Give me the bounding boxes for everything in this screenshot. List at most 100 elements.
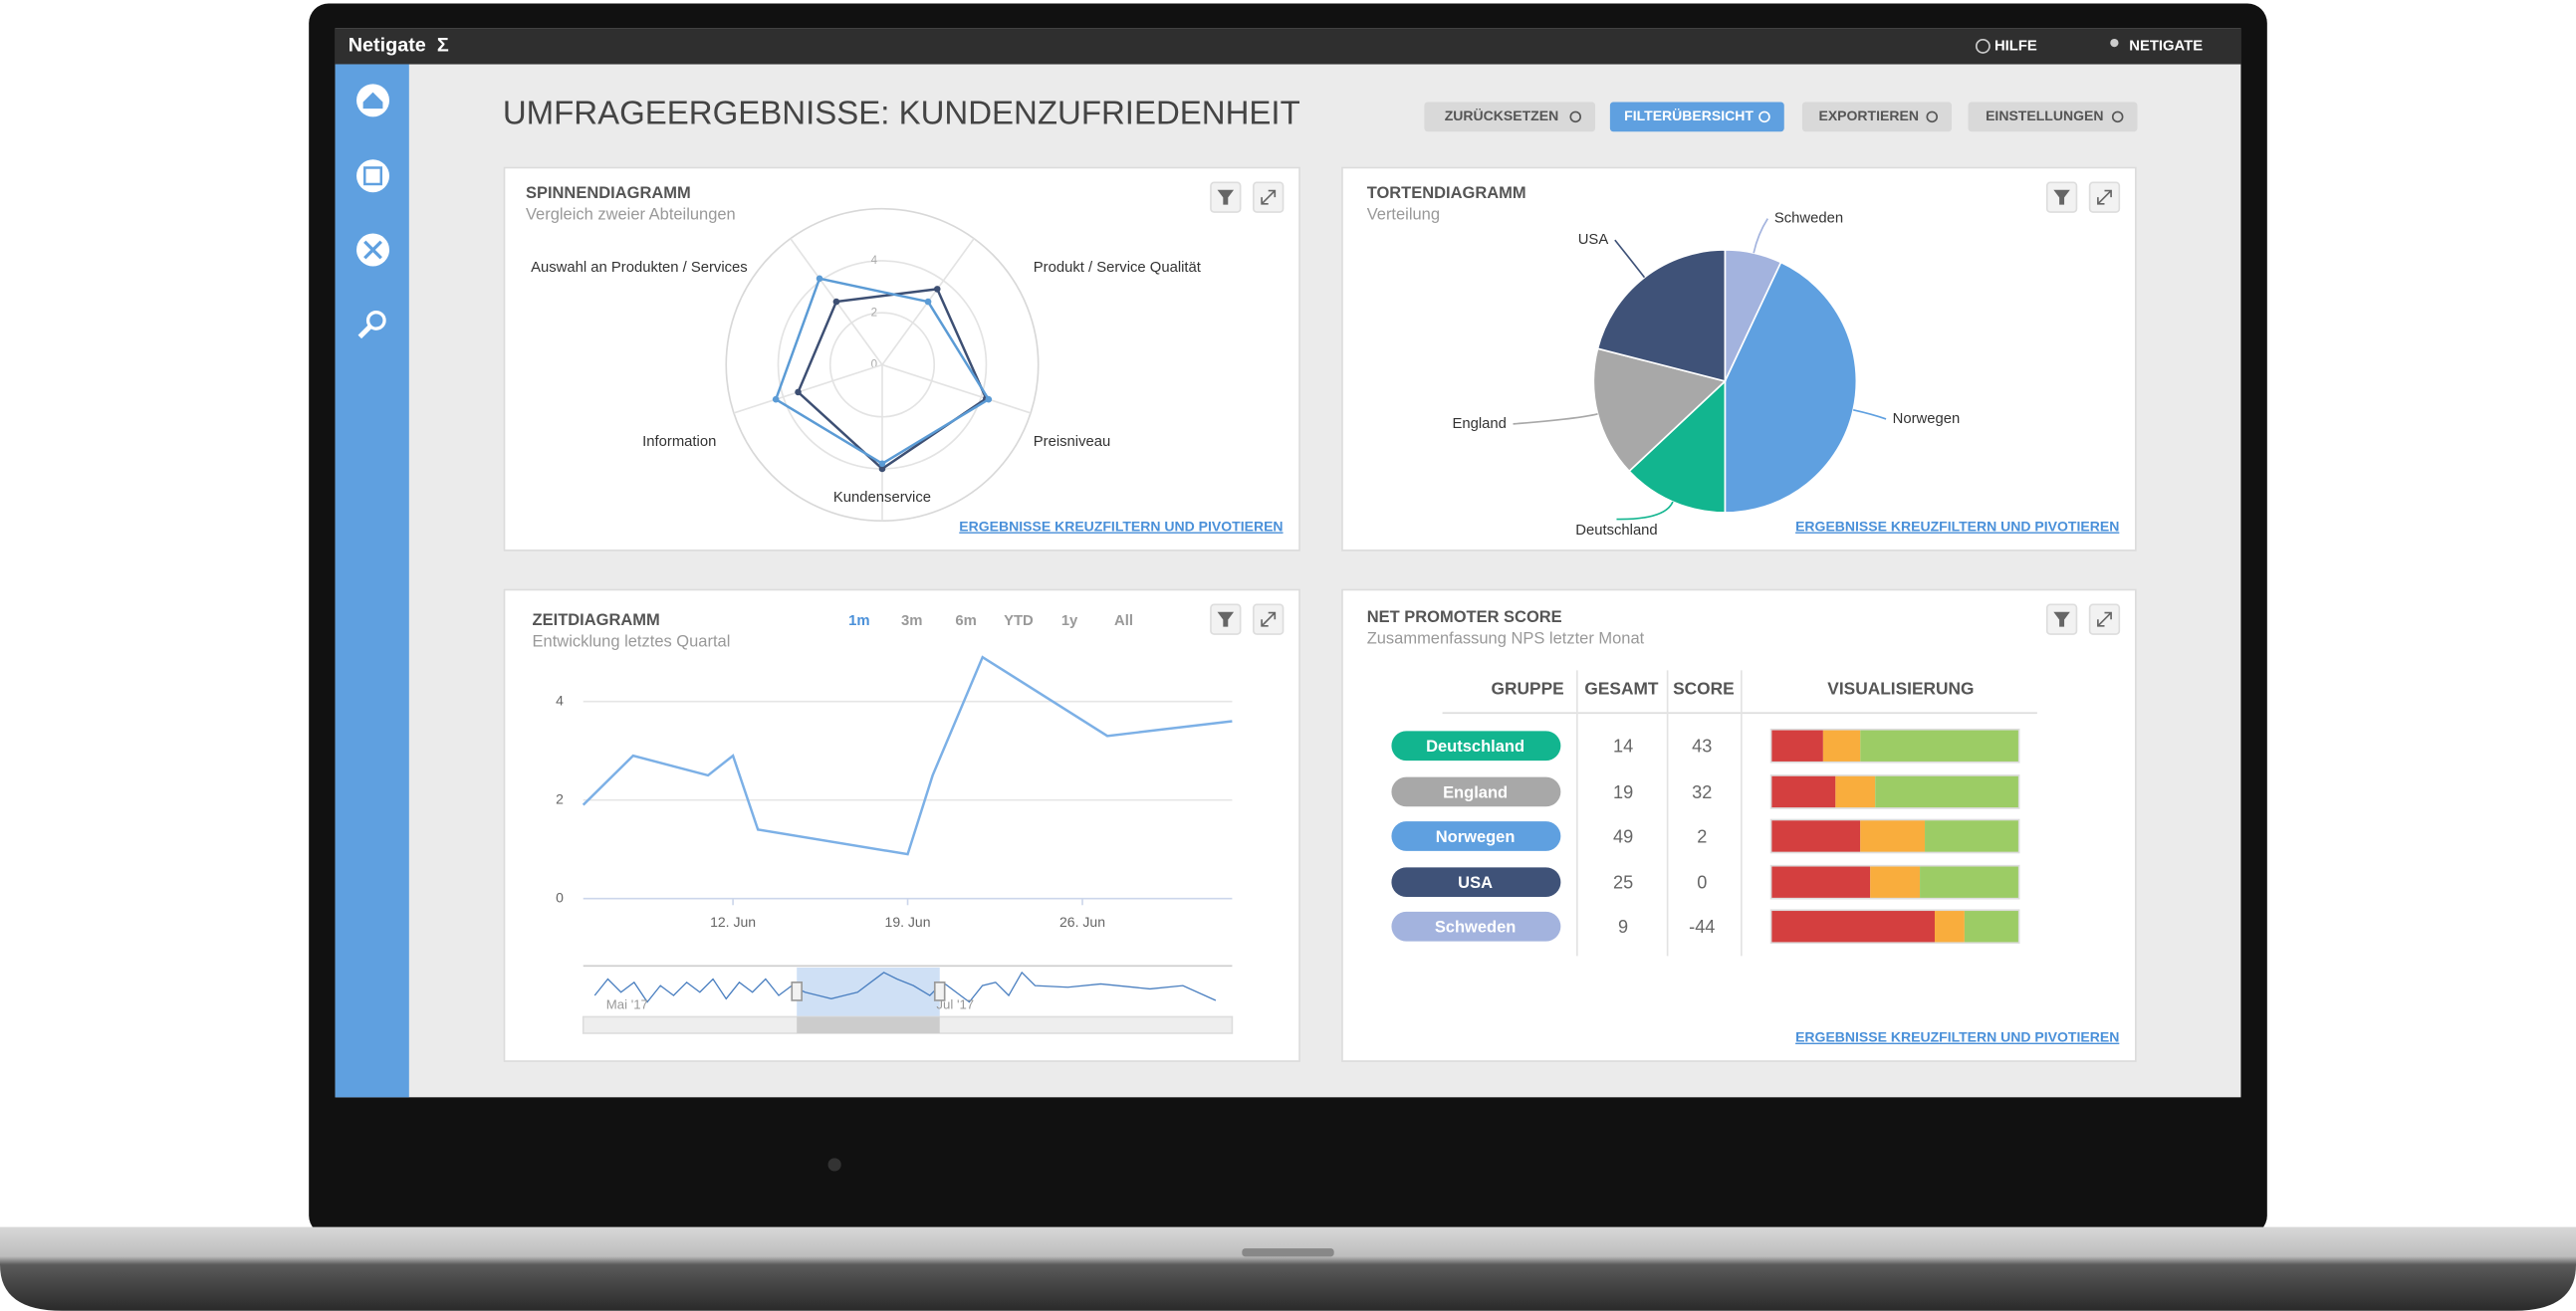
- button-icon: [1926, 110, 1939, 123]
- navigator-label: Jul '17: [936, 996, 974, 1011]
- pie-connector: [1753, 218, 1768, 254]
- radar-point: [924, 298, 932, 306]
- radar-point: [878, 460, 886, 468]
- range-button[interactable]: 6m: [955, 613, 976, 629]
- pie-label: USA: [1578, 232, 1609, 248]
- group-name: Deutschland: [1426, 738, 1524, 756]
- group-name: Schweden: [1435, 919, 1517, 937]
- icon-glyph: [1217, 189, 1235, 205]
- range-button[interactable]: All: [1114, 613, 1133, 629]
- page-title: UMFRAGEERGEBNISSE: KUNDENZUFRIEDENHEIT: [503, 94, 1300, 130]
- total-cell: 49: [1613, 826, 1633, 846]
- nps-segment: [1934, 910, 1965, 944]
- header-button[interactable]: ZURÜCKSETZEN: [1424, 102, 1596, 132]
- range-button[interactable]: 3m: [901, 613, 922, 629]
- nps-bar-frame: [1769, 864, 2020, 900]
- score-cell: 2: [1697, 826, 1707, 846]
- sidebar-tools[interactable]: [356, 233, 390, 267]
- button-bg: [1801, 102, 1953, 132]
- nps-segment: [1835, 774, 1876, 808]
- cross-filter-link[interactable]: ERGEBNISSE KREUZFILTERN UND PIVOTIEREN: [1795, 1029, 2119, 1045]
- x-tick-label: 12. Jun: [710, 914, 756, 930]
- nps-bar-frame: [1769, 909, 2020, 945]
- scrollbar-thumb[interactable]: [797, 1016, 940, 1033]
- radar-point: [772, 395, 780, 403]
- y-tick-label: 0: [556, 889, 564, 905]
- laptop-base: [0, 1226, 2576, 1311]
- header-button[interactable]: EINSTELLUNGEN: [1968, 102, 2138, 132]
- icon-glyph: [2053, 611, 2070, 627]
- score-cell: 43: [1692, 737, 1712, 757]
- nps-bar-frame: [1769, 774, 2020, 809]
- navigator-handle[interactable]: [791, 981, 803, 1001]
- radar-axis-label: Produkt / Service Qualität: [1034, 260, 1202, 276]
- expand-button[interactable]: [1253, 603, 1285, 635]
- x-tick-label: 19. Jun: [885, 914, 931, 930]
- sidebar-search[interactable]: [357, 311, 386, 339]
- radar-point: [816, 275, 823, 283]
- navigator-handle[interactable]: [933, 981, 946, 1001]
- expand-button[interactable]: [1253, 181, 1285, 213]
- cross-filter-link[interactable]: ERGEBNISSE KREUZFILTERN UND PIVOTIEREN: [1795, 519, 2119, 535]
- radar-point: [933, 286, 941, 293]
- nps-bar-frame: [1769, 818, 2020, 854]
- sidebar-home[interactable]: [356, 84, 390, 117]
- radar-series: [774, 277, 991, 466]
- nps-segment: [1770, 910, 1935, 944]
- pie-connector: [1614, 239, 1646, 279]
- table-header: GRUPPE: [1492, 679, 1564, 699]
- nps-segment: [1860, 819, 1926, 853]
- cross-filter-link[interactable]: ERGEBNISSE KREUZFILTERN UND PIVOTIEREN: [959, 519, 1283, 535]
- expand-button[interactable]: [2088, 603, 2121, 635]
- range-button[interactable]: 1y: [1061, 613, 1078, 629]
- icon-glyph: [2053, 189, 2070, 205]
- group-pill: [1391, 731, 1561, 762]
- filter-button[interactable]: [2045, 603, 2078, 635]
- total-cell: 14: [1613, 737, 1633, 757]
- button-icon: [2111, 110, 2124, 123]
- filter-button[interactable]: [1210, 603, 1242, 635]
- range-button[interactable]: 1m: [848, 613, 869, 629]
- table-header: SCORE: [1673, 679, 1735, 699]
- header-button[interactable]: FILTERÜBERSICHT: [1609, 102, 1784, 132]
- group-name: Norwegen: [1436, 828, 1516, 846]
- icon-glyph: [1261, 189, 1277, 205]
- filter-button[interactable]: [2045, 181, 2078, 213]
- pie-label: England: [1453, 416, 1507, 432]
- radar-point: [985, 395, 993, 403]
- button-icon: [1758, 110, 1770, 123]
- button-label: EINSTELLUNGEN: [1986, 108, 2103, 123]
- nps-segment: [1770, 819, 1861, 853]
- expand-button[interactable]: [2088, 181, 2121, 213]
- table-header: GESAMT: [1584, 679, 1658, 699]
- x-tick-label: 26. Jun: [1059, 914, 1105, 930]
- filter-button[interactable]: [1210, 181, 1242, 213]
- help-menu[interactable]: HILFE: [1994, 38, 2037, 54]
- user-menu[interactable]: NETIGATE: [2129, 38, 2203, 54]
- nps-segment: [1920, 865, 2019, 899]
- radar-spoke: [881, 363, 1032, 414]
- nps-segment: [1770, 865, 1871, 899]
- score-cell: 32: [1692, 782, 1712, 802]
- brand: Netigate: [349, 35, 426, 57]
- group-name: England: [1443, 783, 1508, 801]
- sidebar-surveys[interactable]: [356, 159, 390, 193]
- radar-point: [795, 388, 802, 396]
- nps-segment: [1770, 774, 1836, 808]
- nps-bar-frame: [1769, 728, 2020, 764]
- panel-title: SPINNENDIAGRAMM: [526, 184, 691, 202]
- radar-axis-label: Kundenservice: [833, 490, 931, 506]
- range-button[interactable]: YTD: [1004, 613, 1034, 629]
- group-pill: [1391, 821, 1561, 851]
- nps-segment: [1925, 819, 2019, 853]
- header-button[interactable]: EXPORTIEREN: [1801, 102, 1953, 132]
- score-cell: -44: [1689, 917, 1715, 937]
- icon-glyph: [1217, 611, 1235, 627]
- radar-spoke: [733, 363, 883, 414]
- icon-glyph: [1261, 611, 1277, 627]
- camera: [827, 1158, 841, 1172]
- button-bg: [1609, 102, 1784, 132]
- pie-slice: [1596, 249, 1727, 383]
